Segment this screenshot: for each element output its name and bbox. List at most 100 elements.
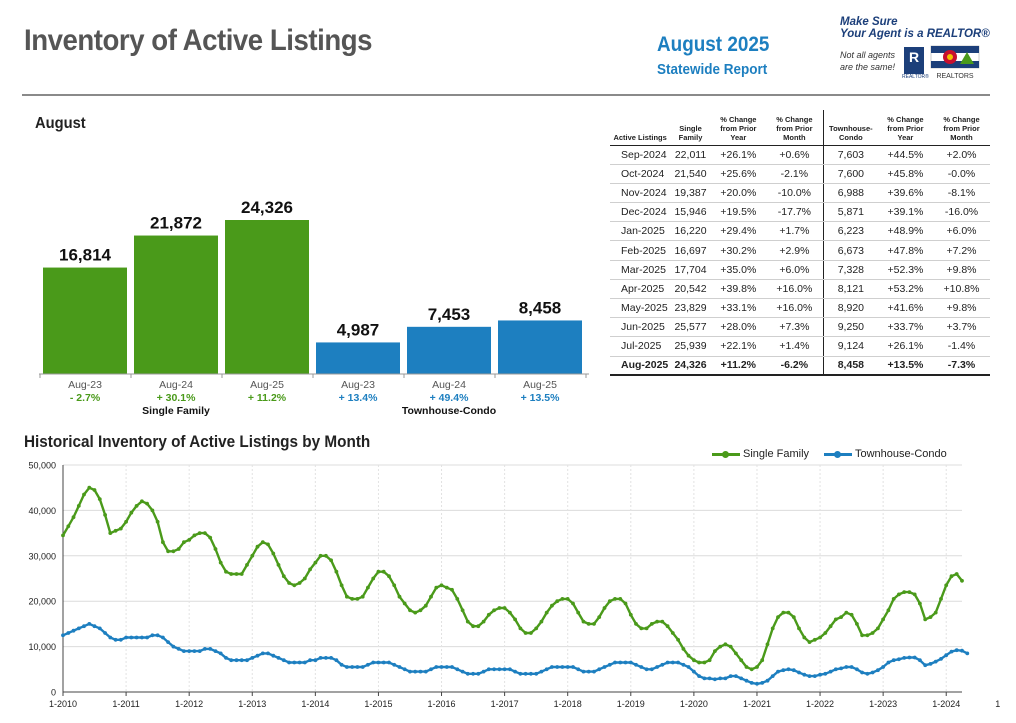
bar-value-label: 7,453 xyxy=(428,305,471,324)
realtor-tagline-2: Your Agent is a REALTOR® xyxy=(840,28,990,40)
x-tick-label: 1-2012 xyxy=(175,699,203,709)
data-point xyxy=(66,524,71,529)
data-point xyxy=(444,585,449,590)
data-point xyxy=(408,669,412,674)
table-cell: +30.2% xyxy=(710,240,766,261)
data-point xyxy=(907,655,912,660)
data-point xyxy=(797,670,801,675)
data-point xyxy=(339,583,344,588)
data-point xyxy=(776,615,780,619)
data-point xyxy=(728,644,733,649)
report-subtitle: Statewide Report xyxy=(657,61,768,78)
table-row: Mar-2025 17,704 +35.0% +6.0% 7,328 +52.3% +9.8… xyxy=(610,260,990,280)
bar-value-label: 4,987 xyxy=(337,320,380,339)
x-tick-label: 1-2025 xyxy=(995,699,1000,709)
data-point xyxy=(665,660,670,665)
table-header-row: Active Listings Single Family % Change f… xyxy=(610,110,990,146)
data-point xyxy=(670,660,675,665)
x-tick-label: 1-2016 xyxy=(428,699,456,709)
data-point xyxy=(613,597,617,601)
data-point xyxy=(350,597,355,601)
data-point xyxy=(171,549,176,554)
data-point xyxy=(366,585,370,590)
bar-value-label: 21,872 xyxy=(150,214,202,233)
data-point xyxy=(797,626,801,631)
data-point xyxy=(371,576,376,581)
svg-text:REALTORS: REALTORS xyxy=(936,73,973,80)
series-line-townhouse-condo xyxy=(62,622,968,686)
data-point xyxy=(497,606,502,610)
data-point xyxy=(912,592,917,597)
data-point xyxy=(192,533,197,538)
data-point xyxy=(229,658,234,663)
x-tick-label: 1-2014 xyxy=(301,699,329,709)
data-point xyxy=(644,667,649,672)
data-point xyxy=(66,631,71,635)
data-point xyxy=(944,653,949,658)
data-point xyxy=(413,610,418,615)
data-point xyxy=(397,594,402,599)
data-point xyxy=(208,647,213,651)
data-point xyxy=(250,656,255,660)
data-point xyxy=(876,668,880,673)
data-point xyxy=(933,659,938,664)
data-point xyxy=(544,667,549,672)
data-point xyxy=(734,651,738,656)
data-point xyxy=(387,574,391,579)
header-divider xyxy=(22,94,990,96)
data-point xyxy=(434,665,439,669)
data-point xyxy=(581,619,586,624)
data-point xyxy=(960,648,964,653)
data-point xyxy=(702,660,707,665)
table-cell: +2.0% xyxy=(933,145,990,165)
bar xyxy=(498,320,582,374)
data-point xyxy=(550,603,554,608)
data-point xyxy=(118,637,123,642)
data-point xyxy=(302,576,307,581)
data-point xyxy=(134,504,139,508)
table-cell: +22.1% xyxy=(710,336,766,357)
table-cell: +39.1% xyxy=(877,202,933,223)
data-point xyxy=(140,635,144,640)
data-point xyxy=(628,612,633,617)
data-point xyxy=(423,603,428,608)
data-point xyxy=(429,594,433,599)
table-cell: 9,250 xyxy=(823,317,878,338)
data-point xyxy=(92,488,97,492)
data-point xyxy=(760,681,765,685)
data-point xyxy=(281,658,286,663)
group-label: Single Family xyxy=(142,405,210,417)
data-point xyxy=(76,626,81,631)
data-point xyxy=(250,553,255,558)
data-point xyxy=(134,635,139,640)
data-point xyxy=(460,669,465,674)
table-cell: +7.2% xyxy=(933,240,990,261)
data-point xyxy=(497,667,502,672)
table-cell: +33.1% xyxy=(710,298,766,319)
data-point xyxy=(197,531,202,535)
table-cell: -2.1% xyxy=(765,164,824,184)
data-point xyxy=(739,658,744,663)
table-cell: +6.0% xyxy=(765,260,824,280)
data-point xyxy=(912,655,917,660)
data-point xyxy=(597,615,602,619)
data-point xyxy=(87,485,92,490)
table-row: Sep-2024 22,011 +26.1% +0.6% 7,603 +44.5% +2.0… xyxy=(610,145,990,165)
table-cell: 6,988 xyxy=(823,183,878,204)
legend-townhouse-condo: Townhouse-Condo xyxy=(824,447,947,461)
data-point xyxy=(770,674,775,678)
data-point xyxy=(266,542,270,547)
data-point xyxy=(681,662,686,667)
data-point xyxy=(644,626,649,631)
monthly-listings-table: Active Listings Single Family % Change f… xyxy=(610,110,990,377)
data-point xyxy=(366,662,370,667)
data-point xyxy=(676,637,680,642)
data-point xyxy=(513,669,517,674)
data-point xyxy=(555,599,560,604)
data-point xyxy=(434,585,439,590)
data-point xyxy=(192,649,197,653)
data-point xyxy=(697,660,701,665)
data-point xyxy=(586,669,591,674)
data-point xyxy=(113,528,118,533)
data-point xyxy=(345,665,349,669)
